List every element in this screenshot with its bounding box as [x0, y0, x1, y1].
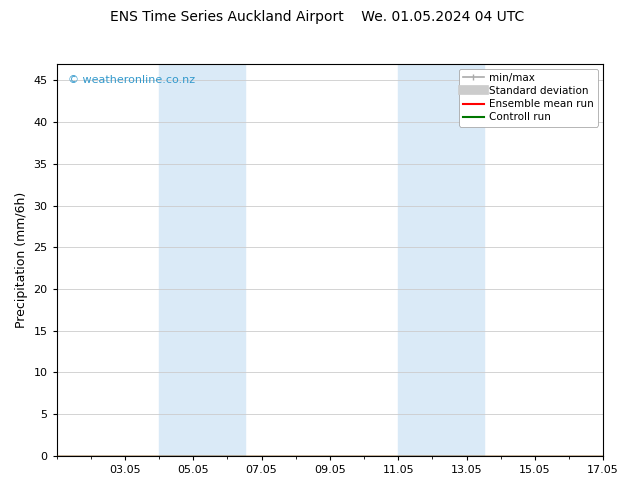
Bar: [159, 64, 245, 456]
Text: © weatheronline.co.nz: © weatheronline.co.nz: [68, 75, 195, 85]
Legend: min/max, Standard deviation, Ensemble mean run, Controll run: min/max, Standard deviation, Ensemble me…: [459, 69, 598, 126]
Y-axis label: Precipitation (mm/6h): Precipitation (mm/6h): [15, 192, 28, 328]
Bar: [398, 64, 484, 456]
Text: ENS Time Series Auckland Airport    We. 01.05.2024 04 UTC: ENS Time Series Auckland Airport We. 01.…: [110, 10, 524, 24]
